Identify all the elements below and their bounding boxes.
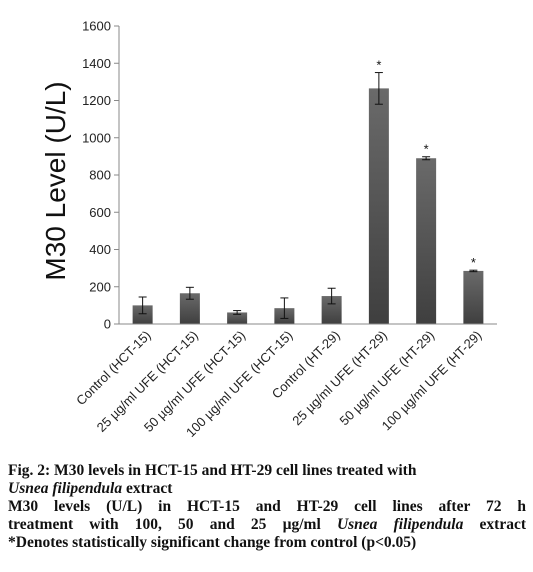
caption-title: Fig. 2: M30 levels in HCT-15 and HT-29 c… [8,462,526,480]
y-tick-label: 600 [89,205,111,220]
caption-line4-species: Usnea filipendula [336,516,464,533]
significance-star: * [376,58,381,73]
bar [416,158,437,324]
y-tick-label: 1000 [82,130,111,145]
bar [179,293,200,324]
y-tick-label: 200 [89,279,111,294]
significance-star: * [471,255,476,270]
bar [227,312,248,324]
y-axis-ticks: 0 200 400 600 800 1000 1200 1400 1600 [82,19,119,332]
bar [463,270,484,324]
y-tick-label: 1200 [82,93,111,108]
bar [368,88,389,324]
error-bars [138,72,478,319]
caption-extract: extract [122,480,173,497]
caption-title-text: Fig. 2: M30 levels in HCT-15 and HT-29 c… [8,462,417,479]
y-tick-label: 400 [89,242,111,257]
x-tick-label: 25 µg/ml UFE (HT-29) [289,328,390,429]
figure-caption: Fig. 2: M30 levels in HCT-15 and HT-29 c… [8,462,526,552]
y-axis-label: M30 Level (U/L) [40,81,71,280]
y-tick-label: 1400 [82,56,111,71]
caption-line5: *Denotes statistically significant chang… [8,534,417,551]
caption-line4: treatment with 100, 50 and 25 µg/ml Usne… [8,516,526,534]
m30-bar-chart: 0 200 400 600 800 1000 1200 1400 1600 * * * Contro… [40,19,497,440]
x-axis-labels: Control (HCT-15)25 µg/ml UFE (HCT-15)50 … [73,328,484,440]
caption-species: Usnea filipendula [8,480,123,497]
caption-line3: M30 levels (U/L) in HCT-15 and HT-29 cel… [8,498,526,515]
y-tick-label: 1600 [82,19,111,34]
bars [132,88,484,324]
y-tick-label: 800 [89,168,111,183]
bar [321,296,342,324]
bar [132,305,153,324]
caption-line4-prefix: treatment with 100, 50 and 25 µg/ml [8,516,337,533]
significance-markers: * * * [376,58,476,271]
x-tick-label: 50 µg/ml UFE (HT-29) [337,328,438,429]
caption-line4-suffix: extract [463,516,527,533]
significance-star: * [424,142,429,157]
y-tick-label: 0 [104,317,111,332]
caption-title-cont: Usnea filipendula extract [8,480,526,498]
